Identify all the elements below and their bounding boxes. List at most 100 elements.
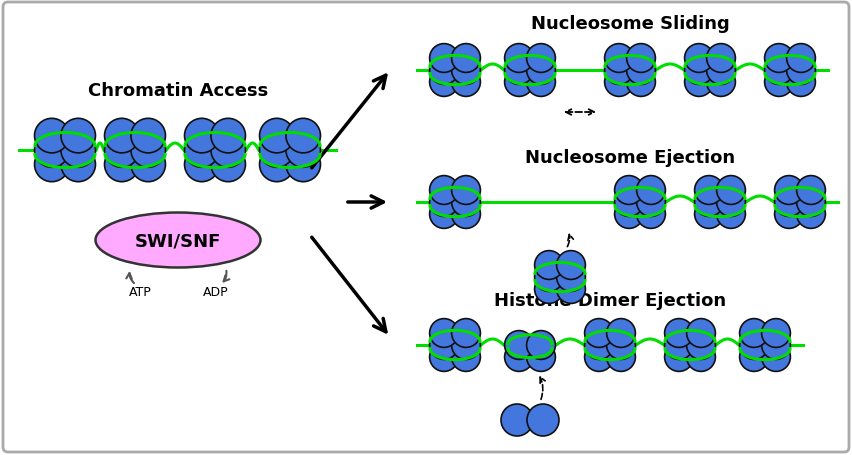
Text: Chromatin Access: Chromatin Access [88, 82, 268, 100]
Circle shape [211, 119, 245, 153]
Circle shape [429, 200, 458, 229]
Circle shape [636, 188, 665, 217]
Circle shape [762, 331, 791, 359]
Circle shape [797, 200, 826, 229]
Circle shape [504, 343, 533, 372]
Circle shape [452, 176, 481, 205]
Circle shape [286, 119, 320, 153]
Circle shape [61, 119, 95, 153]
Circle shape [687, 319, 716, 348]
Circle shape [105, 148, 139, 182]
Circle shape [764, 56, 793, 85]
Circle shape [429, 188, 458, 217]
Text: SWI/SNF: SWI/SNF [135, 232, 222, 249]
Circle shape [706, 68, 735, 97]
Circle shape [626, 68, 655, 97]
Circle shape [452, 200, 481, 229]
Circle shape [61, 148, 95, 182]
Circle shape [740, 319, 769, 348]
Text: Histone Dimer Ejection: Histone Dimer Ejection [494, 291, 726, 309]
Circle shape [694, 176, 723, 205]
Circle shape [717, 176, 746, 205]
Circle shape [527, 331, 556, 359]
Circle shape [452, 68, 481, 97]
Circle shape [685, 45, 713, 73]
Ellipse shape [95, 213, 261, 268]
Circle shape [260, 133, 294, 168]
Circle shape [105, 133, 139, 168]
Circle shape [35, 119, 69, 153]
Circle shape [527, 56, 556, 85]
Circle shape [504, 45, 533, 73]
Circle shape [185, 148, 219, 182]
Circle shape [694, 188, 723, 217]
Circle shape [429, 68, 458, 97]
Circle shape [636, 176, 665, 205]
Circle shape [452, 331, 481, 359]
Circle shape [764, 45, 793, 73]
Circle shape [764, 68, 793, 97]
Circle shape [35, 133, 69, 168]
Circle shape [131, 119, 165, 153]
Circle shape [131, 133, 165, 168]
Circle shape [452, 188, 481, 217]
Circle shape [665, 343, 694, 372]
Circle shape [211, 148, 245, 182]
Circle shape [786, 68, 815, 97]
Circle shape [607, 331, 636, 359]
Circle shape [131, 148, 165, 182]
Circle shape [694, 200, 723, 229]
Circle shape [534, 275, 563, 304]
Circle shape [786, 45, 815, 73]
Circle shape [556, 263, 585, 292]
Circle shape [452, 319, 481, 348]
Circle shape [504, 331, 533, 359]
Circle shape [211, 133, 245, 168]
Text: Nucleosome Sliding: Nucleosome Sliding [531, 15, 729, 33]
Circle shape [429, 319, 458, 348]
Circle shape [501, 404, 533, 436]
Circle shape [762, 319, 791, 348]
Circle shape [584, 319, 613, 348]
FancyBboxPatch shape [3, 3, 849, 452]
Circle shape [61, 133, 95, 168]
Circle shape [429, 343, 458, 372]
Circle shape [626, 56, 655, 85]
Circle shape [556, 251, 585, 280]
Circle shape [534, 251, 563, 280]
Circle shape [35, 148, 69, 182]
Circle shape [774, 200, 803, 229]
Circle shape [556, 275, 585, 304]
Circle shape [105, 119, 139, 153]
Circle shape [636, 200, 665, 229]
Circle shape [740, 343, 769, 372]
Circle shape [260, 119, 294, 153]
Circle shape [452, 45, 481, 73]
Circle shape [605, 45, 633, 73]
Circle shape [452, 56, 481, 85]
Circle shape [260, 148, 294, 182]
Circle shape [774, 176, 803, 205]
Circle shape [685, 56, 713, 85]
Circle shape [706, 56, 735, 85]
Circle shape [429, 45, 458, 73]
Circle shape [717, 200, 746, 229]
Circle shape [665, 331, 694, 359]
Circle shape [786, 56, 815, 85]
Circle shape [429, 56, 458, 85]
Circle shape [706, 45, 735, 73]
Circle shape [534, 263, 563, 292]
Circle shape [605, 68, 633, 97]
Text: ADP: ADP [203, 286, 229, 299]
Circle shape [687, 331, 716, 359]
Circle shape [504, 56, 533, 85]
Circle shape [665, 319, 694, 348]
Circle shape [717, 188, 746, 217]
Circle shape [584, 343, 613, 372]
Circle shape [614, 200, 643, 229]
Circle shape [286, 148, 320, 182]
Text: ATP: ATP [129, 286, 152, 299]
Circle shape [584, 331, 613, 359]
Circle shape [527, 68, 556, 97]
Circle shape [687, 343, 716, 372]
